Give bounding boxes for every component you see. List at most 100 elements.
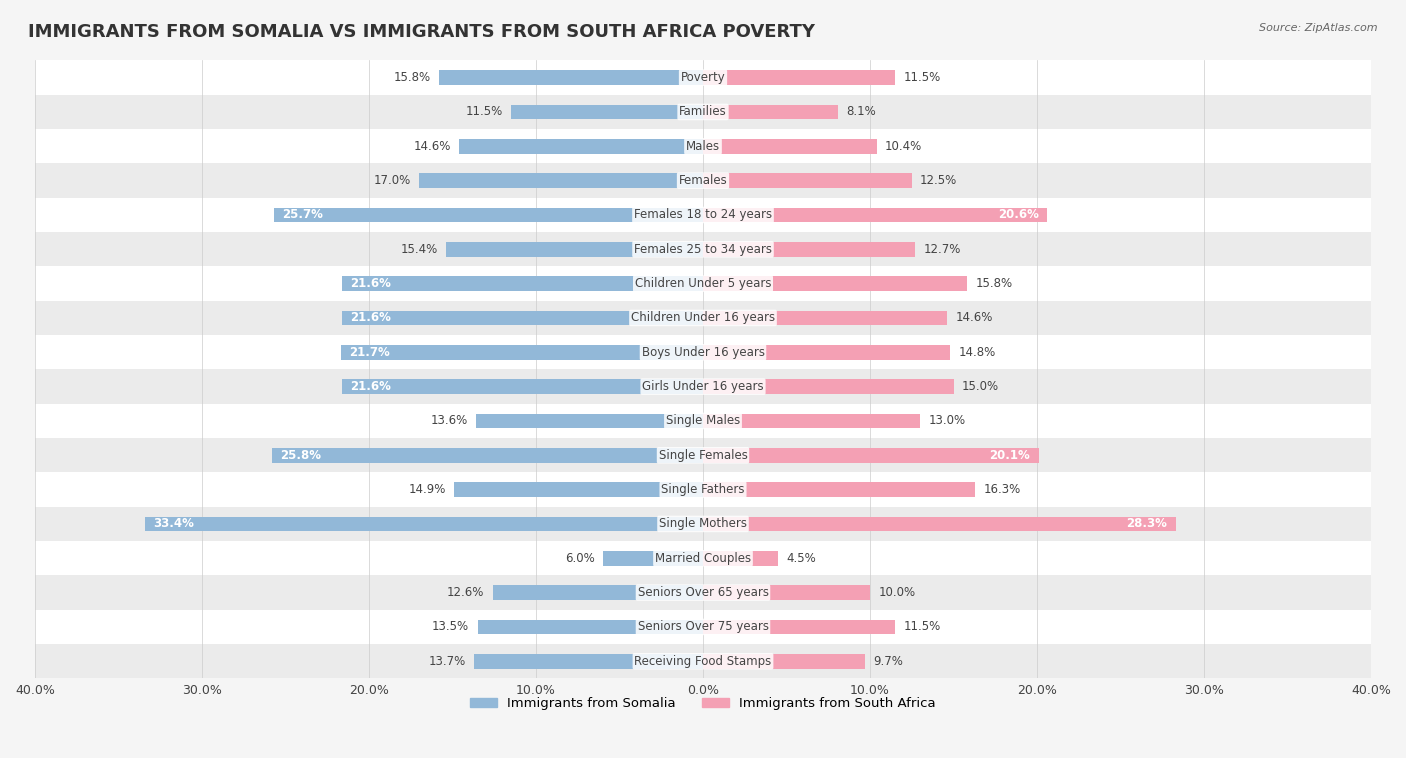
Text: 10.0%: 10.0%: [879, 586, 915, 599]
Bar: [478, 619, 703, 634]
Text: 11.5%: 11.5%: [465, 105, 502, 118]
Bar: [419, 174, 703, 188]
Text: 15.0%: 15.0%: [962, 380, 1000, 393]
Text: Single Males: Single Males: [666, 415, 740, 428]
Text: Children Under 16 years: Children Under 16 years: [631, 312, 775, 324]
Bar: [35, 609, 1371, 644]
Text: 13.5%: 13.5%: [432, 621, 470, 634]
Bar: [439, 70, 703, 85]
Bar: [703, 345, 950, 359]
Bar: [474, 654, 703, 669]
Text: Poverty: Poverty: [681, 71, 725, 84]
Text: 6.0%: 6.0%: [565, 552, 595, 565]
Text: 13.0%: 13.0%: [928, 415, 966, 428]
Text: 28.3%: 28.3%: [1126, 518, 1167, 531]
Text: 13.7%: 13.7%: [429, 655, 465, 668]
Bar: [35, 301, 1371, 335]
Text: 25.8%: 25.8%: [280, 449, 322, 462]
Bar: [703, 139, 877, 154]
Text: 16.3%: 16.3%: [984, 483, 1021, 496]
Text: 21.6%: 21.6%: [350, 380, 391, 393]
Bar: [35, 164, 1371, 198]
Bar: [342, 276, 703, 291]
Text: 14.8%: 14.8%: [959, 346, 995, 359]
Bar: [703, 174, 911, 188]
Bar: [35, 61, 1371, 95]
Bar: [460, 139, 703, 154]
Text: 9.7%: 9.7%: [873, 655, 903, 668]
Text: Children Under 5 years: Children Under 5 years: [634, 277, 772, 290]
Bar: [35, 335, 1371, 369]
Bar: [35, 472, 1371, 507]
Bar: [35, 644, 1371, 678]
Text: 14.6%: 14.6%: [413, 139, 451, 153]
Bar: [703, 448, 1039, 462]
Text: 21.7%: 21.7%: [349, 346, 389, 359]
Bar: [703, 242, 915, 257]
Text: Females 25 to 34 years: Females 25 to 34 years: [634, 243, 772, 255]
Text: 11.5%: 11.5%: [904, 621, 941, 634]
Bar: [35, 95, 1371, 129]
Bar: [703, 311, 946, 325]
Text: 14.6%: 14.6%: [955, 312, 993, 324]
Text: 8.1%: 8.1%: [846, 105, 876, 118]
Text: Single Females: Single Females: [658, 449, 748, 462]
Bar: [35, 404, 1371, 438]
Bar: [342, 311, 703, 325]
Legend: Immigrants from Somalia, Immigrants from South Africa: Immigrants from Somalia, Immigrants from…: [465, 691, 941, 715]
Bar: [35, 369, 1371, 404]
Text: Girls Under 16 years: Girls Under 16 years: [643, 380, 763, 393]
Bar: [35, 541, 1371, 575]
Text: 12.5%: 12.5%: [920, 174, 957, 187]
Text: 21.6%: 21.6%: [350, 312, 391, 324]
Text: Boys Under 16 years: Boys Under 16 years: [641, 346, 765, 359]
Bar: [274, 208, 703, 222]
Text: Source: ZipAtlas.com: Source: ZipAtlas.com: [1260, 23, 1378, 33]
Text: 20.1%: 20.1%: [990, 449, 1031, 462]
Text: IMMIGRANTS FROM SOMALIA VS IMMIGRANTS FROM SOUTH AFRICA POVERTY: IMMIGRANTS FROM SOMALIA VS IMMIGRANTS FR…: [28, 23, 815, 41]
Text: 15.8%: 15.8%: [394, 71, 430, 84]
Bar: [35, 507, 1371, 541]
Bar: [703, 105, 838, 119]
Text: 4.5%: 4.5%: [786, 552, 817, 565]
Text: Seniors Over 75 years: Seniors Over 75 years: [637, 621, 769, 634]
Bar: [703, 414, 920, 428]
Bar: [35, 575, 1371, 609]
Bar: [454, 482, 703, 497]
Bar: [510, 105, 703, 119]
Text: Single Fathers: Single Fathers: [661, 483, 745, 496]
Bar: [703, 70, 896, 85]
Bar: [35, 129, 1371, 164]
Text: Married Couples: Married Couples: [655, 552, 751, 565]
Bar: [35, 267, 1371, 301]
Bar: [446, 242, 703, 257]
Bar: [703, 208, 1047, 222]
Text: Seniors Over 65 years: Seniors Over 65 years: [637, 586, 769, 599]
Bar: [475, 414, 703, 428]
Bar: [273, 448, 703, 462]
Bar: [703, 654, 865, 669]
Text: Females: Females: [679, 174, 727, 187]
Bar: [603, 551, 703, 565]
Text: 11.5%: 11.5%: [904, 71, 941, 84]
Bar: [703, 619, 896, 634]
Bar: [35, 438, 1371, 472]
Text: Single Mothers: Single Mothers: [659, 518, 747, 531]
Text: 21.6%: 21.6%: [350, 277, 391, 290]
Bar: [340, 345, 703, 359]
Text: 15.8%: 15.8%: [976, 277, 1012, 290]
Text: 17.0%: 17.0%: [374, 174, 411, 187]
Text: 12.6%: 12.6%: [447, 586, 484, 599]
Bar: [703, 516, 1175, 531]
Text: Receiving Food Stamps: Receiving Food Stamps: [634, 655, 772, 668]
Text: 10.4%: 10.4%: [884, 139, 922, 153]
Bar: [703, 276, 967, 291]
Bar: [492, 585, 703, 600]
Bar: [35, 232, 1371, 267]
Text: Males: Males: [686, 139, 720, 153]
Text: 12.7%: 12.7%: [924, 243, 960, 255]
Bar: [35, 198, 1371, 232]
Text: 25.7%: 25.7%: [283, 208, 323, 221]
Bar: [342, 379, 703, 394]
Bar: [703, 482, 976, 497]
